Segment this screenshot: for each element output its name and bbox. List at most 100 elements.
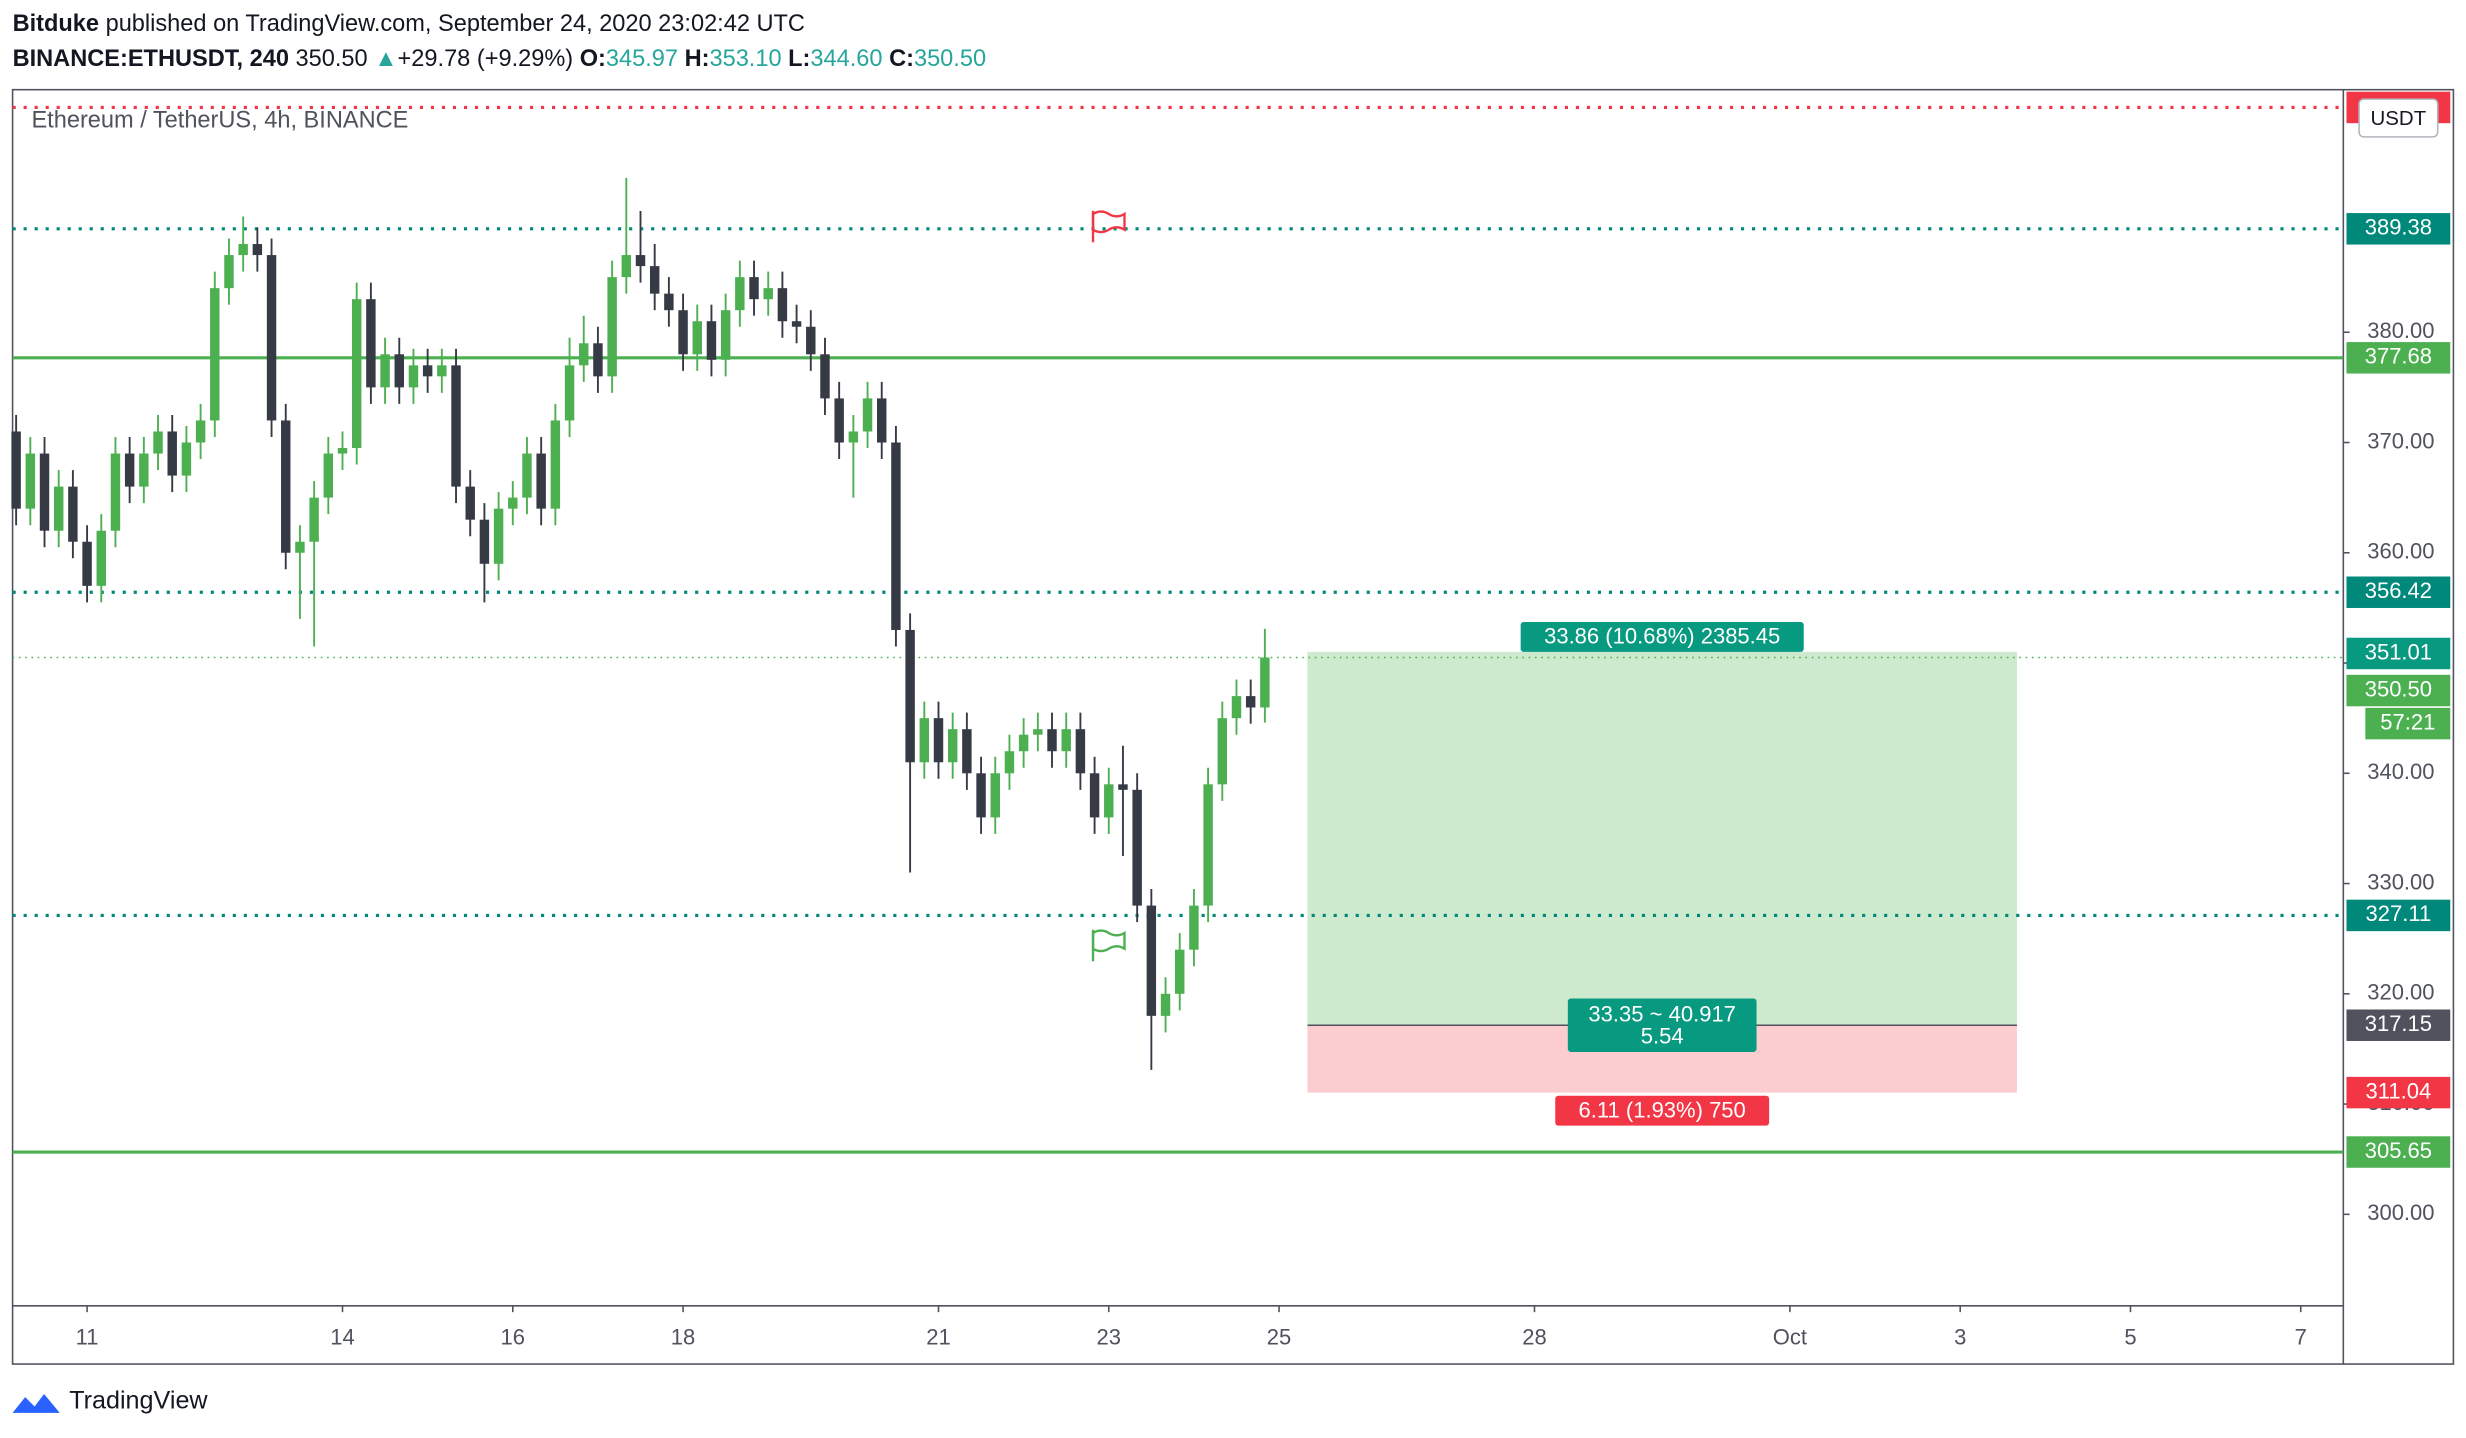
candle-body bbox=[522, 453, 532, 498]
candle-body bbox=[1146, 905, 1157, 1016]
qty-label: 5.54 bbox=[1641, 1024, 1684, 1049]
candle-body bbox=[96, 530, 106, 586]
candle-body bbox=[990, 773, 1000, 818]
candle-body bbox=[1203, 784, 1213, 906]
candle-body bbox=[323, 453, 334, 498]
candle-body bbox=[1132, 789, 1142, 906]
brand: TradingView bbox=[12, 1386, 208, 1414]
candle-body bbox=[437, 365, 447, 377]
candle-body bbox=[1075, 729, 1086, 774]
ratio-label-box bbox=[1567, 998, 1757, 1052]
flag-green bbox=[1091, 929, 1126, 962]
candle-body bbox=[621, 255, 632, 278]
stop-label: 6.11 (1.93%) 750 bbox=[1579, 1097, 1746, 1122]
level-label: 327.11 bbox=[2366, 901, 2432, 926]
candle-body bbox=[479, 519, 490, 564]
level-label: 356.42 bbox=[2365, 578, 2432, 603]
currency-box bbox=[2358, 98, 2439, 138]
stop-axis-label: 311.04 bbox=[2366, 1078, 2432, 1103]
candle-body bbox=[380, 354, 390, 388]
ratio-label: 33.35 ~ 40.917 bbox=[1588, 1002, 1736, 1027]
countdown-box bbox=[2365, 707, 2451, 740]
candle-body bbox=[11, 431, 21, 509]
candle-body bbox=[68, 486, 78, 542]
candle-body bbox=[465, 486, 475, 520]
frame bbox=[11, 88, 2455, 1365]
plot: 300.00310.00320.00330.00340.00350.00360.… bbox=[11, 91, 2451, 1350]
level-label-box bbox=[2346, 213, 2451, 245]
candle-body bbox=[224, 255, 234, 289]
candle-body bbox=[593, 343, 603, 377]
currency: USDT bbox=[2371, 107, 2427, 130]
y-tick-label: 340.00 bbox=[2367, 759, 2434, 784]
candle-body bbox=[749, 277, 759, 300]
candle-body bbox=[53, 486, 64, 531]
x-tick-label: 7 bbox=[2295, 1325, 2307, 1350]
target-label-box bbox=[1520, 621, 1804, 652]
x-tick-label: 21 bbox=[926, 1325, 950, 1350]
candle-body bbox=[905, 629, 915, 763]
candle-body bbox=[536, 453, 546, 509]
symbol: BINANCE:ETHUSDT, 240 bbox=[13, 45, 289, 71]
candle-body bbox=[167, 431, 177, 476]
candle-body bbox=[1231, 696, 1242, 719]
candle-body bbox=[947, 729, 958, 763]
target-zone bbox=[1307, 651, 2017, 1026]
candle-body bbox=[877, 398, 887, 443]
candle-body bbox=[1260, 657, 1270, 708]
o-label: O: bbox=[580, 45, 606, 71]
candle-body bbox=[110, 453, 121, 531]
h-value: 353.10 bbox=[709, 45, 781, 71]
y-tick-label: 380.00 bbox=[2367, 318, 2434, 343]
brand-logo bbox=[12, 1393, 60, 1413]
o-value: 345.97 bbox=[606, 45, 678, 71]
x-tick-label: 25 bbox=[1267, 1325, 1291, 1350]
candle-body bbox=[181, 442, 192, 476]
arrow: ▲ bbox=[374, 45, 397, 71]
candle-body bbox=[394, 354, 404, 388]
last-price-label: 350.50 bbox=[2365, 676, 2432, 701]
published: published on TradingView.com, September … bbox=[106, 10, 805, 36]
candle-body bbox=[153, 431, 163, 454]
level-label-box bbox=[2346, 576, 2451, 608]
candle-body bbox=[1089, 773, 1100, 818]
level-label-box bbox=[2346, 1136, 2451, 1168]
candle-body bbox=[351, 299, 362, 449]
level-label-box bbox=[2346, 899, 2451, 932]
candle-body bbox=[1189, 905, 1199, 950]
candle-body bbox=[777, 288, 788, 322]
candle-body bbox=[124, 453, 135, 487]
level-label: 377.68 bbox=[2365, 344, 2432, 369]
candle-body bbox=[891, 442, 901, 630]
candle-body bbox=[678, 310, 688, 355]
candle-body bbox=[550, 420, 561, 509]
level-label-box bbox=[2346, 342, 2451, 374]
target-axis-label: 351.01 bbox=[2365, 639, 2432, 664]
candle-body bbox=[735, 277, 745, 311]
candle-body bbox=[39, 453, 50, 531]
candle-body bbox=[1004, 751, 1015, 774]
candle-body bbox=[1061, 729, 1071, 752]
candle-body bbox=[820, 354, 830, 399]
target-axis-label-box bbox=[2346, 637, 2451, 670]
candle-body bbox=[564, 365, 575, 421]
candle-body bbox=[1245, 696, 1256, 708]
candle-body bbox=[295, 541, 305, 553]
candle-body bbox=[139, 453, 149, 487]
x-tick-label: 3 bbox=[1954, 1325, 1966, 1350]
l-label: L: bbox=[788, 45, 810, 71]
x-tick-label: 18 bbox=[671, 1325, 695, 1350]
candle-body bbox=[1118, 784, 1128, 790]
candle-body bbox=[976, 773, 986, 818]
candle-body bbox=[422, 365, 433, 377]
candle-body bbox=[210, 288, 220, 421]
candle-body bbox=[1160, 993, 1171, 1016]
y-tick-label: 370.00 bbox=[2367, 428, 2434, 453]
x-tick-label: 28 bbox=[1522, 1325, 1546, 1350]
candle-body bbox=[252, 244, 263, 256]
candle-body bbox=[635, 255, 646, 267]
candle-body bbox=[1047, 729, 1057, 752]
candle-body bbox=[706, 321, 717, 360]
candle-body bbox=[806, 326, 816, 355]
countdown: 57:21 bbox=[2380, 709, 2435, 734]
